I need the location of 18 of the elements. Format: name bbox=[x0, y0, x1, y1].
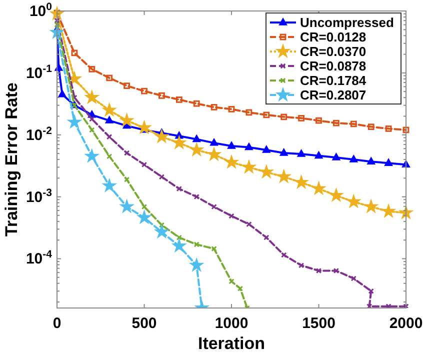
y-tick-label: 10$^{-2}$ bbox=[26, 124, 52, 144]
x-tick-label: 2000 bbox=[389, 315, 423, 332]
y-tick-label: 10$^{-1}$ bbox=[26, 62, 52, 82]
legend-label: CR=0.0878 bbox=[300, 58, 366, 74]
legend-label: CR=0.2807 bbox=[300, 88, 366, 102]
legend-label: Uncompressed bbox=[300, 15, 394, 30]
y-tick-label: 10$^{-3}$ bbox=[26, 186, 52, 206]
y-tick-label: 10$^{0}$ bbox=[29, 1, 52, 20]
y-tick-label: 10$^{-4}$ bbox=[26, 248, 52, 268]
x-tick-label: 500 bbox=[132, 315, 157, 332]
legend-label: CR=0.0128 bbox=[300, 30, 366, 44]
x-tick-label: 1000 bbox=[214, 315, 248, 332]
x-tick-label: 0 bbox=[52, 315, 62, 332]
legend-label: CR=0.0370 bbox=[300, 44, 366, 59]
legend-label: CR=0.1784 bbox=[300, 73, 367, 88]
y-axis-title: Training Error Rate bbox=[2, 82, 21, 236]
x-axis-title: Iteration bbox=[198, 334, 266, 353]
x-tick-label: 1500 bbox=[302, 315, 336, 332]
